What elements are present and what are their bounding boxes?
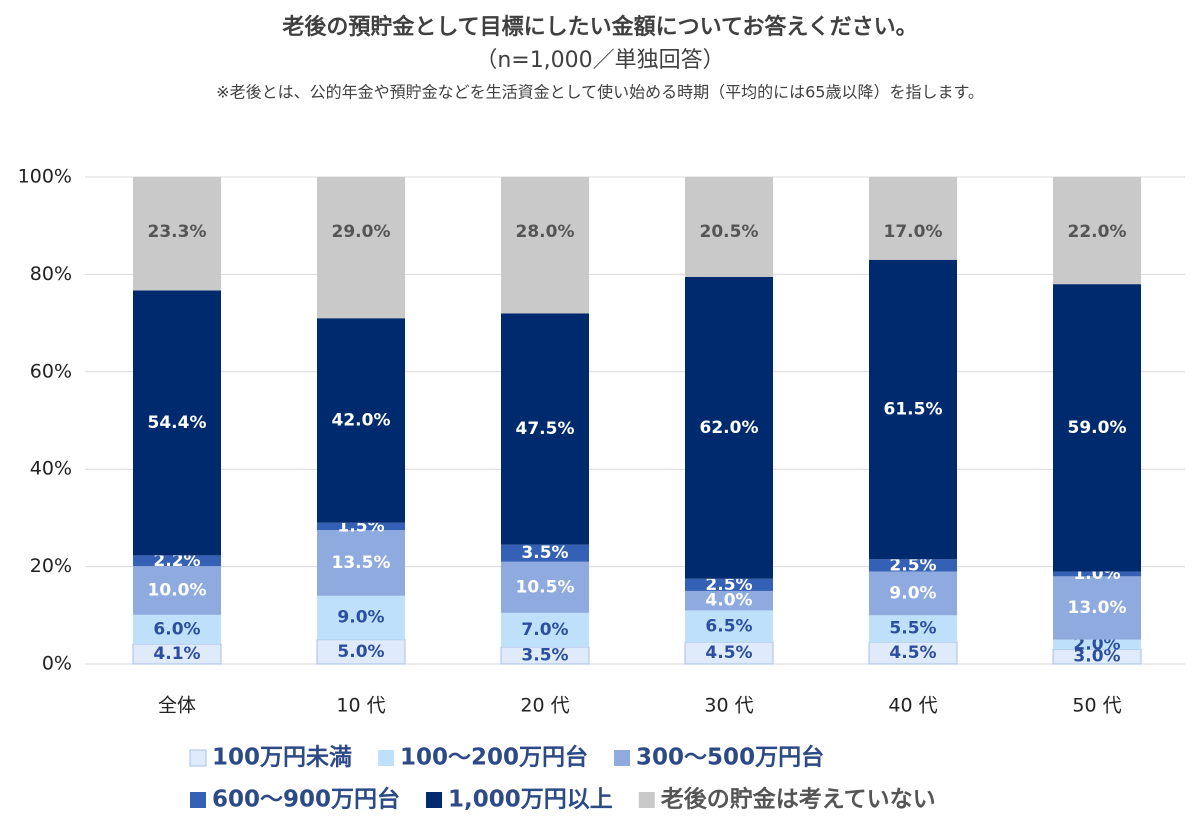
- bar-segment: [317, 177, 405, 319]
- bar-segment: [1053, 639, 1141, 650]
- bar-segment: [501, 177, 589, 314]
- bar-segment: [1053, 284, 1141, 572]
- bar-segment: [317, 318, 405, 523]
- value-label: 42.0%: [332, 411, 391, 431]
- legend-swatch: [426, 792, 443, 808]
- bar-segment: [317, 530, 405, 596]
- legend-label: 600～900万円台: [212, 786, 400, 813]
- y-tick-label: 80%: [30, 263, 72, 285]
- bar-segment: [685, 177, 773, 277]
- legend-label: 300～500万円台: [636, 744, 824, 771]
- value-label: 5.5%: [889, 619, 936, 639]
- value-label: 2.2%: [153, 551, 200, 571]
- value-label: 10.5%: [516, 577, 575, 597]
- value-label: 7.0%: [521, 620, 568, 640]
- value-label: 54.4%: [148, 413, 207, 433]
- bar-segment: [868, 641, 958, 665]
- bar-segment: [501, 313, 589, 545]
- value-label: 3.5%: [521, 645, 568, 665]
- legend-swatch: [189, 749, 207, 767]
- value-label: 62.0%: [700, 418, 759, 438]
- bar-segment: [501, 544, 589, 562]
- bar-segment: [317, 595, 405, 640]
- value-label: 20.5%: [700, 222, 759, 242]
- x-tick-label: 30 代: [704, 695, 753, 717]
- value-label: 3.5%: [521, 543, 568, 563]
- value-label: 4.1%: [153, 644, 200, 664]
- value-label: 13.0%: [1068, 598, 1127, 618]
- value-label: 9.0%: [889, 583, 936, 603]
- value-label: 4.0%: [705, 591, 752, 611]
- value-label: 6.0%: [153, 619, 200, 639]
- bar-segment: [1053, 576, 1141, 640]
- bar-segment: [869, 615, 957, 643]
- bar-segment: [869, 259, 957, 560]
- legend-label: 1,000万円以上: [448, 787, 613, 813]
- bar-segment: [1053, 177, 1141, 285]
- bar-segment: [133, 290, 221, 556]
- chart-subtitle: （n=1,000／単独回答）: [475, 48, 724, 73]
- value-label: 3.0%: [1073, 647, 1120, 667]
- value-label: 17.0%: [884, 222, 943, 242]
- bar-segment: [869, 559, 957, 572]
- y-tick-label: 100%: [18, 166, 72, 188]
- value-label: 28.0%: [516, 222, 575, 242]
- legend-swatch: [190, 792, 206, 808]
- chart-note: ※老後とは、公的年金や預貯金などを生活資金として使い始める時期（平均的には65歳…: [216, 83, 984, 102]
- y-tick-label: 20%: [30, 555, 72, 577]
- bar-segment: [133, 555, 221, 567]
- bar-segment: [685, 590, 773, 611]
- value-label: 6.5%: [705, 616, 752, 636]
- value-label: 47.5%: [516, 419, 575, 439]
- x-tick-label: 50 代: [1072, 695, 1121, 717]
- x-tick-label: 20 代: [520, 695, 569, 717]
- bar-segment: [317, 522, 405, 531]
- value-label: 4.5%: [705, 643, 752, 663]
- value-label: 61.5%: [884, 400, 943, 420]
- x-tick-label: 40 代: [888, 695, 937, 717]
- y-tick-label: 0%: [42, 653, 72, 675]
- bar-segment: [501, 561, 589, 613]
- bar-segment: [685, 610, 773, 643]
- bar-segment: [869, 571, 957, 616]
- bar-segment: [133, 566, 221, 615]
- legend-swatch: [638, 792, 655, 808]
- bar-segment: [316, 639, 406, 665]
- value-label: 5.0%: [337, 642, 384, 662]
- y-tick-label: 40%: [30, 458, 72, 480]
- value-label: 2.5%: [889, 555, 936, 575]
- bar-segment: [685, 578, 773, 591]
- value-label: 23.3%: [148, 222, 207, 242]
- legend-swatch: [614, 750, 631, 766]
- bar-segment: [869, 177, 957, 260]
- bar-segment: [132, 643, 222, 665]
- legend-label: 老後の貯金は考えていない: [660, 786, 936, 813]
- value-label: 29.0%: [332, 222, 391, 242]
- bar-segment: [133, 177, 221, 291]
- bar-segment: [133, 614, 221, 645]
- value-label: 2.5%: [705, 575, 752, 595]
- chart-title: 老後の預貯金として目標にしたい金額についてお答えください。: [281, 14, 917, 40]
- legend-label: 100～200万円台: [400, 744, 588, 771]
- value-label: 59.0%: [1068, 418, 1127, 438]
- value-label: 4.5%: [889, 643, 936, 663]
- legend-label: 100万円未満: [212, 745, 352, 771]
- x-tick-label: 全体: [158, 695, 196, 717]
- legend-swatch: [378, 750, 395, 766]
- value-label: 10.0%: [148, 580, 207, 600]
- x-tick-label: 10 代: [336, 695, 385, 717]
- bar-segment: [1053, 571, 1141, 577]
- value-label: 9.0%: [337, 608, 384, 628]
- y-tick-label: 60%: [30, 360, 72, 382]
- bar-segment: [685, 276, 773, 579]
- value-label: 13.5%: [332, 553, 391, 573]
- bar-segment: [501, 612, 589, 647]
- value-label: 22.0%: [1068, 222, 1127, 242]
